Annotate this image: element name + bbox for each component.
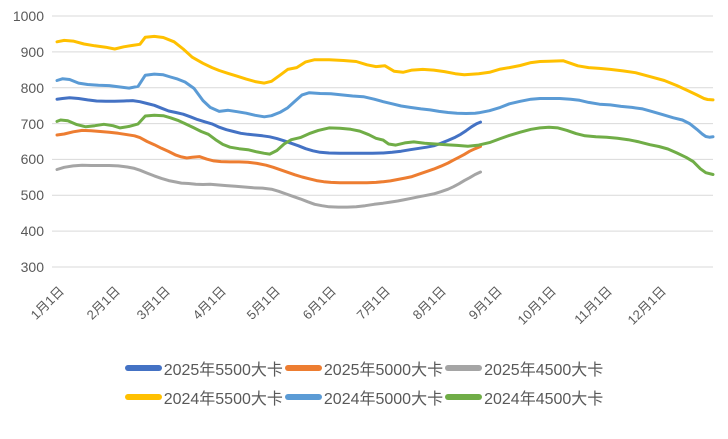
legend-swatch-2024-5000: [284, 394, 322, 400]
legend-label-2024-4500: 2024年4500大卡: [484, 391, 604, 408]
legend-swatch-2025-4500: [445, 365, 483, 371]
legend-swatch-2025-5000: [284, 365, 322, 371]
legend-row-2: 2024年5500大卡 2024年5000大卡 2024年4500大卡: [0, 386, 728, 408]
legend-label-2024-5500: 2024年5500大卡: [163, 391, 283, 408]
legend: 2025年5500大卡 2025年5000大卡 2025年4500大卡 2024…: [0, 357, 728, 415]
y-tick-label-400: 400: [20, 223, 44, 240]
y-tick-label-800: 800: [20, 79, 44, 96]
y-tick-label-1000: 1000: [12, 8, 44, 24]
y-tick-label-300: 300: [20, 259, 44, 275]
legend-label-2024-5000: 2024年5000大卡: [323, 391, 444, 408]
y-tick-label-700: 700: [20, 115, 44, 132]
gridlines: [52, 15, 713, 268]
series-line-2025年4500大卡: [55, 163, 482, 209]
y-tick-label-600: 600: [20, 151, 44, 168]
series-line-2024年5500大卡: [55, 34, 715, 102]
legend-swatch-2024-4500: [445, 394, 483, 400]
legend-row-1: 2025年5500大卡 2025年5000大卡 2025年4500大卡: [0, 357, 728, 379]
legend-item-2024-5500: 2024年5500大卡: [124, 385, 283, 409]
series-line-2024年4500大卡: [55, 113, 715, 176]
legend-swatch-2025-5500: [124, 365, 162, 371]
series-line-2025年5500大卡: [55, 96, 482, 155]
series-line-2024年5000大卡: [55, 72, 715, 139]
legend-label-2025-5500: 2025年5500大卡: [163, 362, 283, 379]
y-tick-label-500: 500: [20, 187, 44, 204]
legend-swatch-2024-5500: [124, 394, 162, 400]
legend-item-2025-4500: 2025年4500大卡: [445, 356, 603, 380]
legend-item-2025-5000: 2025年5000大卡: [284, 356, 444, 380]
legend-item-2025-5500: 2025年5500大卡: [124, 356, 283, 380]
series-line-2025年5000大卡: [55, 128, 482, 185]
legend-item-2024-5000: 2024年5000大卡: [284, 385, 444, 409]
y-tick-label-900: 900: [20, 43, 44, 60]
legend-label-2025-4500: 2025年4500大卡: [484, 362, 604, 379]
legend-label-2025-5000: 2025年5000大卡: [323, 362, 444, 379]
legend-item-2024-4500: 2024年4500大卡: [445, 385, 603, 409]
series-lines: [55, 34, 715, 209]
